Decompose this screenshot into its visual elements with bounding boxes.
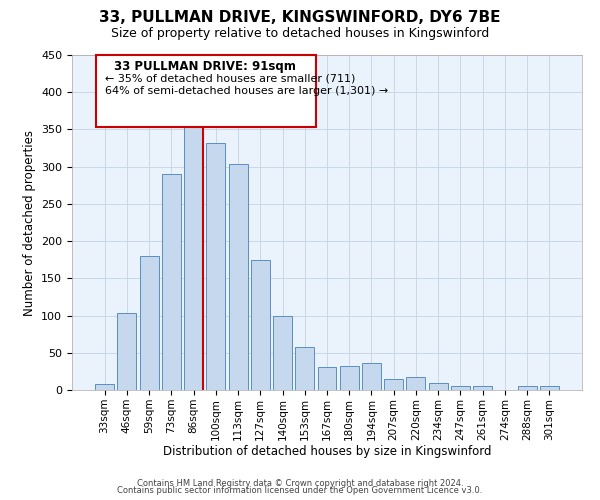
Bar bbox=[206, 143, 225, 390]
Bar bbox=[384, 379, 403, 390]
Text: Contains public sector information licensed under the Open Government Licence v3: Contains public sector information licen… bbox=[118, 486, 482, 495]
Bar bbox=[95, 384, 114, 390]
Bar bbox=[451, 386, 470, 390]
Bar bbox=[362, 363, 381, 390]
Bar bbox=[518, 386, 536, 390]
Bar bbox=[229, 164, 248, 390]
Text: 33 PULLMAN DRIVE: 91sqm: 33 PULLMAN DRIVE: 91sqm bbox=[114, 60, 296, 73]
Bar bbox=[317, 367, 337, 390]
Bar bbox=[184, 116, 203, 390]
Bar bbox=[429, 382, 448, 390]
Bar bbox=[295, 347, 314, 390]
Text: Contains HM Land Registry data © Crown copyright and database right 2024.: Contains HM Land Registry data © Crown c… bbox=[137, 478, 463, 488]
Text: ← 35% of detached houses are smaller (711): ← 35% of detached houses are smaller (71… bbox=[104, 74, 355, 84]
Text: Size of property relative to detached houses in Kingswinford: Size of property relative to detached ho… bbox=[111, 28, 489, 40]
Bar bbox=[162, 174, 181, 390]
X-axis label: Distribution of detached houses by size in Kingswinford: Distribution of detached houses by size … bbox=[163, 446, 491, 458]
Bar bbox=[251, 260, 270, 390]
Bar bbox=[473, 386, 492, 390]
FancyBboxPatch shape bbox=[96, 55, 316, 127]
Bar bbox=[340, 366, 359, 390]
Text: 64% of semi-detached houses are larger (1,301) →: 64% of semi-detached houses are larger (… bbox=[104, 86, 388, 97]
Y-axis label: Number of detached properties: Number of detached properties bbox=[23, 130, 35, 316]
Bar bbox=[140, 256, 158, 390]
Bar bbox=[118, 314, 136, 390]
Bar bbox=[273, 316, 292, 390]
Bar bbox=[406, 376, 425, 390]
Text: 33, PULLMAN DRIVE, KINGSWINFORD, DY6 7BE: 33, PULLMAN DRIVE, KINGSWINFORD, DY6 7BE bbox=[99, 10, 501, 25]
Bar bbox=[540, 386, 559, 390]
